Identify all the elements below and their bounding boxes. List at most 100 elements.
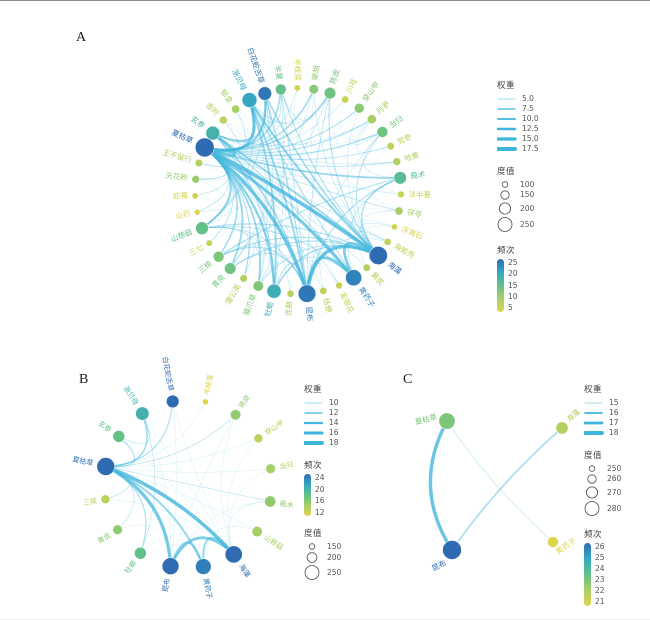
network-edge xyxy=(204,145,392,161)
herb-label: 半枝莲 xyxy=(202,373,215,395)
herb-label: 昆布 xyxy=(304,306,315,322)
weight-legend-item: 5.0 xyxy=(497,94,539,104)
herb-node xyxy=(345,269,363,287)
weight-line-swatch xyxy=(584,421,604,425)
network-edge xyxy=(105,401,206,467)
herb-node xyxy=(219,115,228,125)
herb-node xyxy=(319,286,328,295)
degree-value: 150 xyxy=(520,190,535,200)
weight-line-swatch xyxy=(497,127,517,131)
degree-circle-swatch xyxy=(587,474,597,484)
legend-panel-a: 权重 5.0 7.5 10.0 12.5 15.0 17.5 度值 100 150 200 250 频次… xyxy=(497,79,539,312)
herb-label: 莪术 xyxy=(410,169,427,181)
weight-value: 18 xyxy=(329,438,339,448)
degree-legend-item: 200 xyxy=(304,551,341,564)
weight-value: 12.5 xyxy=(522,124,539,134)
herb-label: 浮海石 xyxy=(400,224,425,241)
freq-gradient-bar xyxy=(304,474,311,516)
legend-freq: 频次 25 20 15 10 5 xyxy=(497,244,539,312)
network-edge xyxy=(197,209,229,229)
herb-node xyxy=(266,283,282,299)
network-edge xyxy=(319,259,340,292)
legend-panel-b: 权重 10 12 14 16 18 频次 24 20 16 12 度值 150 200 250 xyxy=(304,383,341,581)
network-edge xyxy=(306,92,331,295)
freq-gradient-bar xyxy=(584,543,591,606)
freq-value: 25 xyxy=(595,553,605,563)
legend-freq: 频次 26 25 24 23 22 21 xyxy=(584,528,621,606)
network-edge xyxy=(104,464,236,557)
degree-value: 250 xyxy=(520,219,535,229)
network-edge xyxy=(203,145,309,296)
herb-node xyxy=(205,239,213,247)
weight-line-swatch xyxy=(584,412,603,414)
network-edge xyxy=(105,466,271,473)
weight-value: 7.5 xyxy=(522,104,534,114)
weight-line-swatch xyxy=(584,402,603,404)
legend-weight: 权重 5.0 7.5 10.0 12.5 15.0 17.5 xyxy=(497,79,539,154)
network-edge xyxy=(105,400,174,468)
herb-node xyxy=(252,280,264,292)
herb-label: 桔梗 xyxy=(321,297,334,314)
herb-label: 连翘 xyxy=(283,300,294,316)
herb-node xyxy=(341,95,350,104)
weight-legend-item: 10 xyxy=(304,398,341,408)
degree-legend-item: 150 xyxy=(497,189,539,201)
herb-label: 昆布 xyxy=(430,557,448,573)
herb-label: 三七 xyxy=(187,242,205,258)
herb-node xyxy=(191,175,200,184)
network-edge xyxy=(228,468,271,555)
network-edge xyxy=(226,438,259,555)
herb-label: 山药 xyxy=(174,208,191,221)
network-edge xyxy=(105,414,236,467)
degree-circle-swatch xyxy=(584,501,600,516)
degree-circle-swatch xyxy=(308,543,316,550)
weight-line-swatch xyxy=(304,441,324,445)
degree-circle-swatch xyxy=(304,565,320,580)
degree-value: 250 xyxy=(327,567,342,577)
network-edge xyxy=(363,220,395,243)
herb-node xyxy=(257,86,272,101)
herb-node xyxy=(297,284,317,303)
herb-label: 青皮 xyxy=(96,530,113,545)
herb-node xyxy=(275,83,287,96)
weight-legend-item: 15 xyxy=(584,398,621,408)
herb-label: 莪术 xyxy=(279,499,295,511)
network-edge xyxy=(201,108,360,229)
weight-legend-item: 12 xyxy=(304,408,341,418)
herb-label: 半夏 xyxy=(273,64,285,81)
network-edge xyxy=(140,413,156,554)
freq-gradient-bar xyxy=(497,259,504,312)
herb-label: 地黄 xyxy=(403,149,421,163)
freq-value: 22 xyxy=(595,586,605,596)
herb-label: 党参 xyxy=(395,131,413,147)
degree-value: 270 xyxy=(607,487,622,497)
legend-title-degree: 度值 xyxy=(584,451,603,461)
network-edge xyxy=(363,131,401,179)
herb-node xyxy=(224,262,237,275)
freq-value: 16 xyxy=(315,496,325,505)
freq-value: 20 xyxy=(508,269,518,279)
herb-node xyxy=(368,246,388,265)
freq-value: 20 xyxy=(315,484,325,494)
degree-value: 200 xyxy=(327,552,342,562)
herb-label: 陈皮 xyxy=(327,67,341,85)
herb-label: 白花蛇舌草 xyxy=(245,46,267,85)
weight-line-swatch xyxy=(497,98,516,100)
weight-line-swatch xyxy=(497,108,516,110)
freq-value: 5 xyxy=(508,303,513,312)
network-edge xyxy=(195,162,227,180)
weight-line-swatch xyxy=(304,431,324,435)
network-edge xyxy=(104,464,173,568)
weight-line-swatch xyxy=(497,137,517,141)
weight-line-swatch xyxy=(304,412,323,414)
network-edge xyxy=(105,412,148,468)
network-edge xyxy=(328,92,379,257)
weight-value: 15.0 xyxy=(522,134,539,144)
herb-node xyxy=(264,495,277,508)
freq-value: 23 xyxy=(595,575,605,585)
degree-circle-swatch xyxy=(497,217,513,232)
weight-legend-item: 7.5 xyxy=(497,104,539,114)
legend-title-weight: 权重 xyxy=(584,385,603,395)
